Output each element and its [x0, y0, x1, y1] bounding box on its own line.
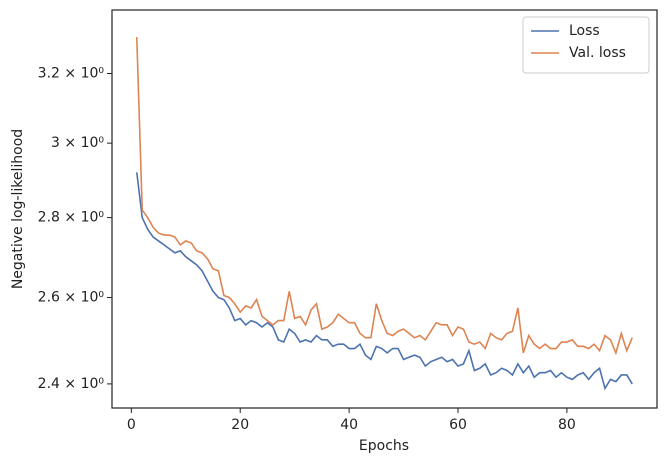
y-tick-label: 3 × 10⁰: [51, 135, 104, 151]
x-tick-label: 20: [231, 417, 249, 433]
x-tick-label: 0: [127, 417, 136, 433]
series-line: [135, 172, 633, 391]
y-tick-label: 2.6 × 10⁰: [38, 290, 105, 306]
y-tick-label: 3.2 × 10⁰: [38, 66, 105, 82]
series-line: [135, 37, 633, 356]
x-axis-label: Epochs: [359, 438, 409, 454]
y-tick-label: 2.4 × 10⁰: [38, 376, 105, 392]
x-tick-label: 80: [558, 417, 576, 433]
legend-label: Loss: [569, 23, 600, 39]
x-tick-label: 40: [340, 417, 358, 433]
x-tick-label: 60: [449, 417, 467, 433]
y-axis-label: Negative log-likelihood: [10, 129, 26, 289]
legend-label: Val. loss: [569, 45, 626, 61]
plot-frame: [111, 9, 658, 409]
y-tick-label: 2.8 × 10⁰: [38, 210, 105, 226]
